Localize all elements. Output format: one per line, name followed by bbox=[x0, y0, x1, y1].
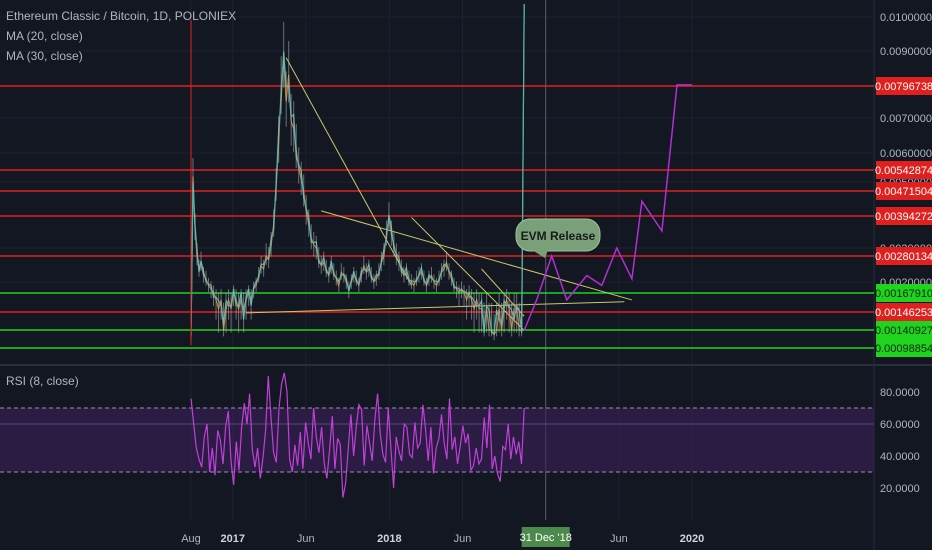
rsi-line bbox=[190, 372, 525, 498]
level-badge-label: 0.00098854 bbox=[875, 343, 932, 355]
level-badge-label: 0.00167910 bbox=[875, 288, 932, 300]
annotation-text: EVM Release bbox=[521, 229, 596, 243]
rsi-tick-label: 60.0000 bbox=[880, 419, 920, 431]
rsi-pane bbox=[0, 372, 874, 498]
trendline bbox=[411, 217, 525, 331]
level-badge-label: 0.00140927 bbox=[875, 325, 932, 337]
level-badge bbox=[876, 182, 932, 200]
evm-annotation[interactable]: EVM Release bbox=[515, 218, 601, 258]
level-badge-label: 0.00542874 bbox=[875, 165, 932, 177]
time-tick-label: 2017 bbox=[220, 533, 244, 545]
trendlines[interactable] bbox=[246, 57, 633, 331]
level-badge-label: 0.00146253 bbox=[875, 307, 932, 319]
time-tick-label: Jun bbox=[454, 533, 472, 545]
ma20-legend: MA (20, close) bbox=[6, 29, 83, 43]
crosshair-time-label: 31 Dec '18 bbox=[520, 532, 572, 544]
chart-title: Ethereum Classic / Bitcoin, 1D, POLONIEX bbox=[6, 9, 236, 23]
level-badge bbox=[876, 284, 932, 302]
level-badge-label: 0.00471504 bbox=[875, 186, 932, 198]
trendline bbox=[246, 301, 625, 314]
level-badge-label: 0.00796738 bbox=[875, 81, 932, 93]
time-tick-label: Jun bbox=[610, 533, 628, 545]
rsi-tick-label: 80.0000 bbox=[880, 387, 920, 399]
rsi-legend: RSI (8, close) bbox=[6, 374, 79, 388]
ma30-legend: MA (30, close) bbox=[6, 49, 83, 63]
time-tick-label: Aug bbox=[181, 533, 201, 545]
rsi-tick-label: 40.0000 bbox=[880, 451, 920, 463]
trendline bbox=[321, 210, 633, 301]
annotation-bubble bbox=[515, 218, 601, 252]
rsi-tick-label: 20.0000 bbox=[880, 483, 920, 495]
projection-line bbox=[523, 84, 692, 331]
level-badge-label: 0.00280134 bbox=[875, 251, 932, 263]
level-badge bbox=[876, 303, 932, 321]
crosshair-time-badge bbox=[521, 527, 570, 547]
horizontal-levels[interactable] bbox=[0, 85, 874, 349]
level-badge bbox=[876, 207, 932, 225]
time-tick-label: Jun bbox=[297, 533, 315, 545]
level-badge-label: 0.00394272 bbox=[875, 211, 932, 223]
rsi-band bbox=[0, 408, 874, 472]
time-tick-label: 2018 bbox=[377, 533, 401, 545]
price-badges: 0.00796738 0.00542874 0.00471504 0.00394272… bbox=[875, 77, 932, 357]
price-series bbox=[190, 3, 525, 345]
level-badge bbox=[876, 247, 932, 265]
level-badge bbox=[876, 77, 932, 95]
trendline bbox=[285, 57, 412, 286]
projection-series[interactable] bbox=[523, 84, 692, 331]
annotation-pointer bbox=[532, 250, 548, 258]
level-badge bbox=[876, 161, 932, 179]
level-badge bbox=[876, 339, 932, 357]
time-tick-label: 2020 bbox=[680, 533, 704, 545]
level-badge bbox=[876, 321, 932, 339]
